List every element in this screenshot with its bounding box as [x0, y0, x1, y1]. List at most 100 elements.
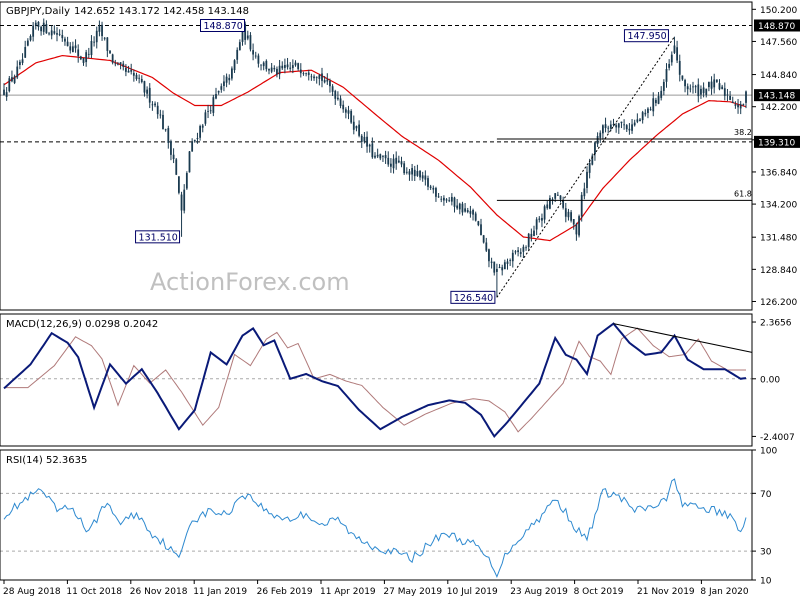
candle-body — [16, 66, 19, 78]
candle-body — [482, 235, 485, 243]
candle-body — [411, 168, 413, 175]
annotation-label: 147.950 — [627, 31, 666, 42]
candle-body — [268, 68, 270, 71]
candle-body — [289, 67, 292, 69]
candle-body — [50, 30, 53, 36]
macd-y-tick-label: 0.00 — [760, 375, 780, 385]
candle-body — [276, 68, 278, 75]
candle-body — [307, 72, 310, 75]
candle-body — [710, 81, 713, 89]
candle-body — [628, 128, 631, 131]
macd-line — [3, 322, 747, 439]
candle-body — [143, 81, 146, 93]
candle-body — [180, 194, 183, 211]
candle-body — [228, 77, 231, 81]
candle-body — [437, 196, 440, 198]
candle-body — [625, 125, 628, 130]
candle-body — [570, 212, 572, 221]
candle-body — [185, 173, 188, 189]
candle-body — [596, 136, 599, 144]
candle-body — [678, 60, 681, 75]
price-panel: ActionForex.com 38.2 61.8 148.870 131.510 12… — [0, 1, 800, 311]
candle-body — [254, 55, 257, 57]
date-tick-label: 27 May 2019 — [383, 587, 442, 597]
candle-body — [278, 65, 281, 75]
candle-body — [135, 74, 138, 80]
candle-body — [604, 124, 607, 129]
candle-body — [588, 163, 591, 173]
date-tick-label: 8 Jan 2020 — [700, 587, 748, 597]
candle-body — [660, 90, 663, 98]
candle-body — [551, 199, 554, 200]
candle-body — [636, 119, 639, 122]
candle-body — [72, 46, 74, 53]
candle-body — [138, 77, 141, 79]
candle-body — [246, 35, 249, 39]
candle-body — [594, 142, 596, 155]
macd-y-tick-label: 2.3656 — [760, 319, 792, 329]
candle-body — [435, 188, 437, 197]
candle-body — [162, 114, 164, 129]
price-y-tick-label: 147.560 — [760, 38, 797, 48]
candle-body — [453, 197, 456, 207]
macd-y-tick-label: -2.4007 — [760, 433, 795, 443]
candle-body — [32, 25, 35, 37]
candle-body — [506, 261, 509, 264]
candle-body — [384, 155, 387, 159]
candle-body — [503, 262, 506, 270]
candle-body — [350, 111, 353, 123]
candle-body — [559, 195, 562, 200]
macd-panel-frame — [0, 313, 753, 447]
candle-body — [511, 252, 514, 262]
candle-body — [729, 95, 731, 100]
price-panel-title: GBPJPY,Daily — [6, 6, 70, 17]
candle-body — [641, 112, 644, 121]
candle-body — [739, 104, 742, 109]
candle-body — [405, 171, 408, 173]
candle-body — [549, 198, 551, 209]
candle-body — [273, 67, 276, 70]
candle-body — [331, 86, 334, 92]
candle-body — [29, 35, 32, 41]
candle-body — [11, 77, 13, 82]
candle-body — [215, 94, 217, 99]
price-y-tick-label: 144.840 — [760, 71, 797, 81]
candle-body — [344, 109, 347, 113]
candle-body — [117, 63, 119, 65]
candle-body — [284, 65, 286, 68]
candle-body — [111, 54, 114, 63]
candle-body — [151, 104, 154, 106]
candle-body — [127, 70, 130, 73]
candle-body — [602, 125, 604, 134]
candle-body — [737, 104, 739, 108]
candle-body — [260, 64, 262, 66]
candle-body — [252, 50, 254, 55]
watermark-text: ActionForex.com — [150, 268, 350, 296]
rsi-y-tick-label: 30 — [760, 548, 772, 558]
candle-body — [40, 26, 42, 32]
candle-body — [106, 37, 109, 51]
candle-body — [119, 62, 122, 65]
candle-body — [644, 112, 647, 115]
date-tick-label: 11 Jan 2019 — [193, 587, 247, 597]
rsi-y-tick-label: 10 — [760, 577, 772, 587]
candle-body — [3, 89, 5, 96]
candle-body — [546, 204, 549, 209]
candle-body — [533, 230, 535, 237]
annotation-box — [135, 230, 181, 244]
fib-level-label: 61.8 — [734, 189, 752, 198]
candle-body — [713, 79, 716, 88]
candle-body — [458, 203, 461, 210]
candle-body — [114, 63, 117, 65]
price-y-tick-label: 131.480 — [760, 234, 797, 244]
candle-body — [519, 252, 522, 254]
current-price-label: 143.148 — [758, 92, 795, 102]
candle-body — [379, 154, 382, 159]
candle-body — [231, 68, 233, 79]
candle-body — [95, 30, 98, 43]
candle-body — [673, 45, 676, 53]
candle-body — [74, 45, 77, 49]
candle-body — [464, 208, 466, 212]
candle-body — [193, 139, 196, 142]
